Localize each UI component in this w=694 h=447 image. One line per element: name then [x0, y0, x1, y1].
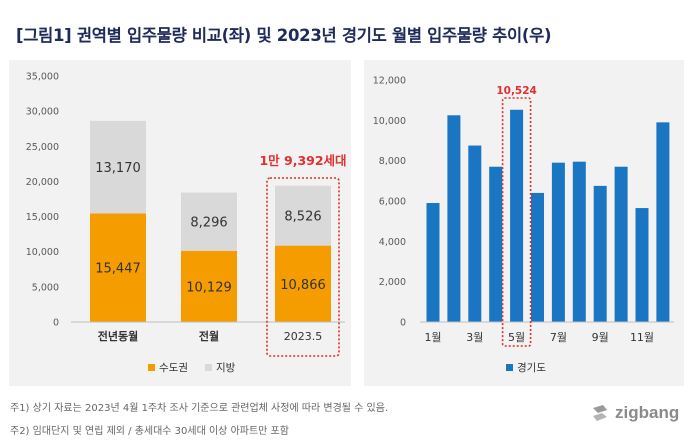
- y-tick-label: 12,000: [373, 76, 406, 87]
- bar-local: [275, 185, 331, 246]
- zigbang-logo-icon: [593, 405, 607, 421]
- data-label-metro: 10,129: [186, 280, 232, 295]
- x-tick-label: 9월: [592, 331, 609, 344]
- x-tick-label: 전월: [199, 329, 219, 343]
- bar-local: [181, 192, 237, 251]
- gyeonggi-monthly-chart-panel: 0 2,000 4,000 6,000 8,000 10,000 12,000 1월 3월 5월 7…: [364, 60, 684, 386]
- bar-gyeonggi: [635, 208, 649, 322]
- y-tick-label: 25,000: [26, 142, 59, 153]
- footnote-1: 주1) 상기 자료는 2023년 4월 1주차 조사 기준으로 관련업체 사정에…: [10, 403, 389, 414]
- bar-gyeonggi: [656, 122, 670, 322]
- x-tick-label: 2023.5: [284, 330, 323, 343]
- y-tick-label: 30,000: [26, 107, 59, 118]
- bar-gyeonggi: [426, 203, 440, 322]
- highlight-value-label: 10,524: [496, 85, 537, 97]
- highlight-box: [266, 177, 340, 357]
- y-tick-label: 20,000: [26, 177, 59, 188]
- bar-metro: [275, 245, 331, 322]
- data-label-metro: 10,866: [280, 278, 326, 293]
- y-tick-label: 6,000: [379, 197, 406, 208]
- x-tick-label: 1월: [424, 331, 441, 344]
- legend-swatch-gyeonggi: [506, 364, 513, 371]
- y-tick-label: 0: [53, 318, 59, 329]
- bar-gyeonggi: [593, 185, 607, 322]
- bar-gyeonggi: [614, 166, 628, 322]
- data-label-local: 8,296: [190, 216, 227, 231]
- legend-label-gyeonggi: 경기도: [517, 361, 546, 374]
- data-label-metro: 15,447: [95, 262, 141, 277]
- bar-gyeonggi: [468, 145, 482, 322]
- bar-local: [90, 120, 146, 214]
- regional-supply-chart-panel: 0 5,000 10,000 15,000 20,000 25,000 30,000 35,0…: [9, 60, 351, 386]
- zigbang-logo: zigbang: [589, 402, 679, 424]
- bar-gyeonggi: [531, 192, 544, 322]
- bar-gyeonggi: [510, 109, 524, 323]
- bar-gyeonggi: [447, 115, 461, 322]
- bar-gyeonggi: [572, 161, 586, 322]
- highlight-total-label: 1만 9,392세대: [259, 153, 346, 168]
- x-tick-label: 7월: [550, 331, 567, 344]
- y-tick-label: 10,000: [373, 116, 406, 127]
- bar-gyeonggi: [551, 162, 565, 322]
- y-tick-label: 8,000: [379, 156, 406, 167]
- x-tick-label: 5월: [508, 331, 525, 344]
- legend-swatch-metro: [148, 364, 155, 371]
- y-tick-label: 0: [400, 318, 406, 329]
- y-tick-label: 15,000: [26, 212, 59, 223]
- legend-label-local: 지방: [216, 362, 236, 374]
- legend-label-metro: 수도권: [159, 362, 188, 374]
- legend-swatch-local: [205, 364, 212, 371]
- bar-metro: [181, 250, 237, 322]
- y-tick-label: 4,000: [379, 237, 406, 248]
- data-label-local: 13,170: [95, 161, 141, 176]
- y-tick-label: 2,000: [379, 277, 406, 288]
- x-tick-label: 전년동월: [98, 329, 138, 343]
- y-tick-label: 10,000: [26, 247, 59, 258]
- x-tick-label: 11월: [630, 331, 654, 344]
- gyeonggi-monthly-chart: 0 2,000 4,000 6,000 8,000 10,000 12,000 1월 3월 5월 7…: [373, 76, 674, 374]
- x-tick-label: 3월: [466, 331, 483, 344]
- regional-supply-chart: 0 5,000 10,000 15,000 20,000 25,000 30,000 35,0…: [26, 72, 347, 375]
- zigbang-logo-text: zigbang: [615, 403, 680, 422]
- y-tick-label: 35,000: [26, 72, 59, 83]
- bar-gyeonggi: [489, 166, 503, 322]
- footnote-2: 주2) 임대단지 및 연립 제외 / 총세대수 30세대 이상 아파트만 포함: [10, 426, 289, 437]
- figure-title: [그림1] 권역별 입주물량 비교(좌) 및 2023년 경기도 월별 입주물량…: [16, 26, 552, 45]
- data-label-local: 8,526: [284, 210, 321, 225]
- y-tick-label: 5,000: [32, 282, 59, 293]
- bar-metro: [90, 213, 146, 322]
